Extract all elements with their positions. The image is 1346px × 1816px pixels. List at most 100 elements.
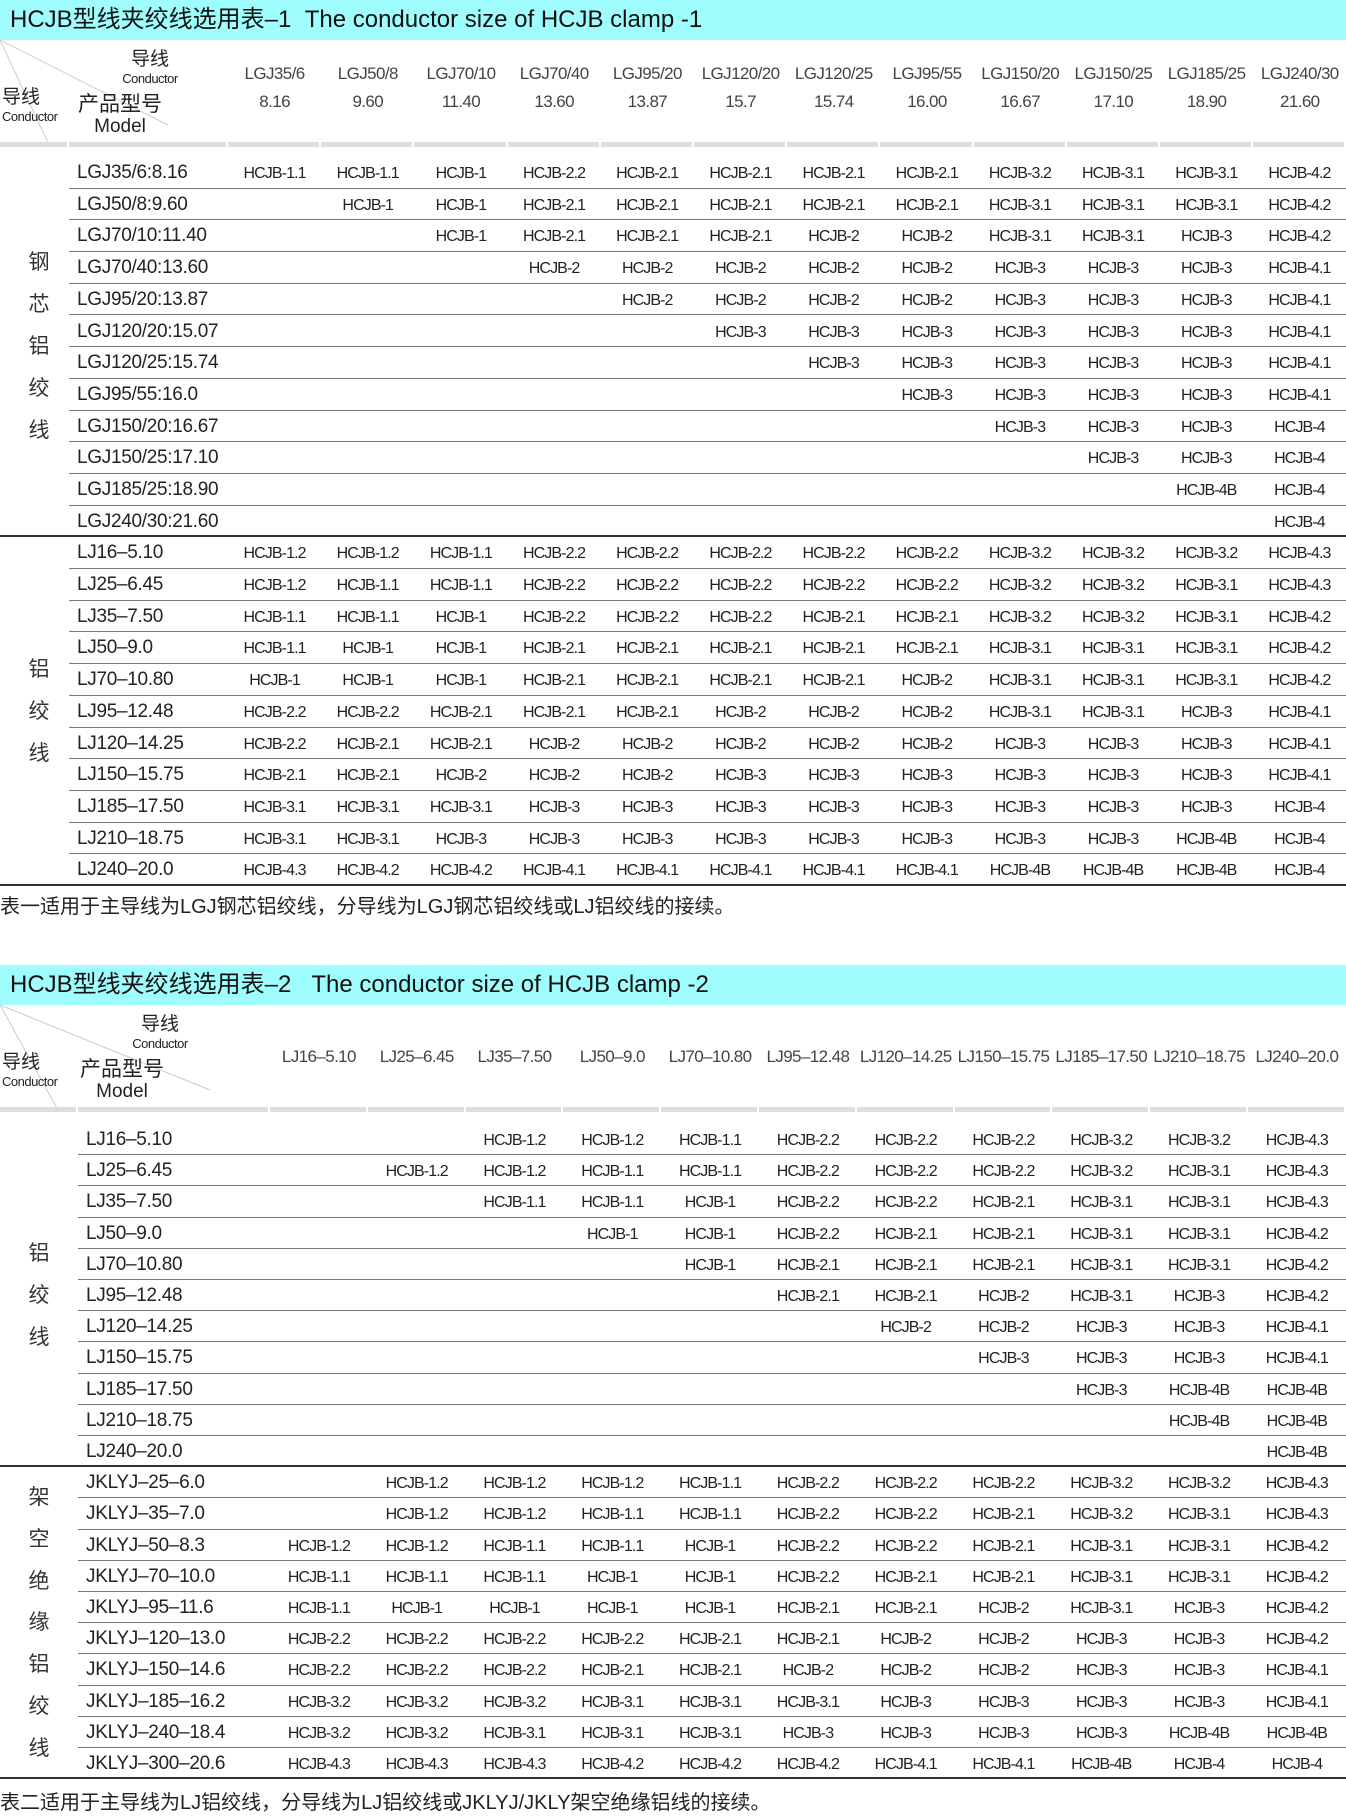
column-name: LJ210–18.75 [1153,1047,1245,1066]
table-cell: HCJB-2.1 [336,735,400,753]
table-cell: HCJB-3 [1173,1350,1226,1368]
table-cell [321,316,414,347]
table-cell: HCJB-1.1 [336,577,400,595]
table-cell [228,316,321,347]
table-cell: HCJB-2.2 [709,608,772,626]
table-cell [466,1280,564,1310]
table-cell: HCJB-3.1 [243,830,306,848]
table-cell: HCJB-3 [528,830,581,848]
table-header: 导线 Conductor 导线 Conductor 产品型号 Model LGJ35/6 8.… [0,40,1346,147]
table-cell [563,1405,661,1435]
row-label: LGJ35/6:8.16 [77,162,188,183]
table-cell: HCJB-1.2 [385,1537,449,1555]
column-name: LGJ95/55 [892,64,963,83]
table-cell: HCJB-3 [901,323,953,341]
table-cell: HCJB-4.1 [709,862,772,880]
table-cell: HCJB-3.1 [988,640,1052,658]
table-cell: HCJB-2.2 [522,577,586,595]
table-cell: HCJB-2 [715,735,767,753]
column-name: LGJ95/20 [612,64,683,83]
table-cell: HCJB-3.2 [1070,1475,1133,1493]
table-cell: HCJB-2.1 [972,1506,1035,1524]
header-conductor-en: Conductor [122,71,178,86]
table-cell: HCJB-2.1 [972,1568,1035,1586]
table-cell: HCJB-3.1 [679,1693,742,1711]
table-cell: HCJB-4 [1274,830,1326,848]
table-cell [661,1436,759,1467]
table-cell: HCJB-1.1 [483,1568,546,1586]
table-cell: HCJB-3 [1180,260,1233,278]
table-row: LJ120–14.25 HCJB-2.2 HCJB-2.1 HCJB-2.1 HCJB-… [69,728,1346,760]
table-cell: HCJB-2.1 [522,228,586,246]
table-cell [601,379,694,410]
column-name: LJ70–10.80 [668,1047,752,1066]
table-cell [270,1374,368,1404]
header-conductor-top: 导线 Conductor [105,1009,215,1051]
table-cell: HCJB-4.2 [1265,1568,1329,1586]
row-label: LJ150–15.75 [77,764,184,786]
table-cell: HCJB-4B [1266,1381,1328,1399]
table-cell: HCJB-3.1 [988,703,1052,721]
table-cell: HCJB-4.1 [972,1755,1035,1773]
table-cell: HCJB-2.1 [972,1537,1035,1555]
table-cell: HCJB-3.2 [988,577,1052,595]
header-conductor-en: Conductor [132,1036,188,1051]
column-name: LJ150–15.75 [957,1047,1050,1066]
column-name: LJ120–14.25 [859,1047,952,1066]
header-bar [465,1107,562,1112]
row-label: LGJ95/55:16.0 [77,383,198,405]
table-cell: HCJB-1.1 [243,165,306,182]
header-model-en: Model [96,1081,148,1102]
table-cell: HCJB-1 [435,640,488,658]
table-cell: HCJB-3 [1087,798,1140,816]
table-cell [466,1249,564,1279]
column-name: LGJ240/30 [1260,64,1339,83]
table-cell: HCJB-3 [1087,323,1140,341]
column-header: LGJ150/20 16.67 [974,60,1067,116]
table-cell: HCJB-2.2 [895,577,959,595]
table-cell: HCJB-2.1 [709,672,772,690]
table-cell: HCJB-4B [1176,830,1237,848]
table-cell: HCJB-2.1 [679,1631,742,1649]
table-row: LJ50–9.0 HCJB-1.1 HCJB-1 HCJB-1 HCJB-2.1 HCJB… [69,632,1346,665]
table-row: LJ120–14.25 HCJB-2 HCJB-2 HCJB-3 HCJB-3 HCJB-… [78,1311,1346,1343]
header-conductor-left-en: Conductor [2,1074,58,1089]
table-cell: HCJB-3.2 [988,608,1052,626]
table-cell: HCJB-2 [901,672,953,690]
table-cell: HCJB-3 [715,798,767,816]
table-cell: HCJB-3 [1075,1631,1128,1649]
table-cell: HCJB-4.2 [1265,1631,1329,1649]
table-cell [507,442,600,473]
table-cell [759,1311,857,1341]
table-cell: HCJB-3 [808,355,860,373]
table-cell: HCJB-4.1 [1265,1350,1329,1368]
header-diagonal-lines [0,1005,211,1110]
column-header: LJ210–18.75 [1150,1043,1248,1071]
column-header: LGJ35/6 8.16 [228,60,321,116]
table-row: LJ25–6.45 HCJB-1.2 HCJB-1.1 HCJB-1.1 HCJB-2.… [69,569,1346,601]
table-cell: HCJB-3 [994,386,1047,404]
table-cell [857,1405,955,1435]
table-cell: HCJB-2.1 [874,1568,938,1586]
table-cell: HCJB-3.1 [1070,1288,1133,1305]
table-cell: HCJB-3.1 [336,830,400,848]
table-cell [857,1436,955,1467]
table-cell: HCJB-3 [994,830,1047,848]
table-cell: HCJB-3 [1087,260,1140,278]
header-conductor-left-zh: 导线 [2,87,41,108]
column-header: LGJ150/25 17.10 [1067,60,1160,116]
table-cell: HCJB-4.2 [1265,1537,1329,1555]
table-cell: HCJB-2.1 [709,640,772,658]
table-cell [321,411,414,442]
column-name: LGJ70/10 [426,64,497,83]
column-name: LJ185–17.50 [1055,1047,1148,1066]
row-group-label: 钢芯铝绞线 [28,242,50,452]
table-cell: HCJB-4.3 [243,862,306,880]
table-cell [368,1436,466,1467]
table-cell: HCJB-1.1 [287,1568,351,1586]
table-cell [321,506,414,538]
table-cell: HCJB-2.1 [522,672,586,690]
table-cell [973,442,1066,473]
row-label: LJ35–7.50 [77,605,164,627]
table-cell: HCJB-1.2 [385,1163,449,1181]
